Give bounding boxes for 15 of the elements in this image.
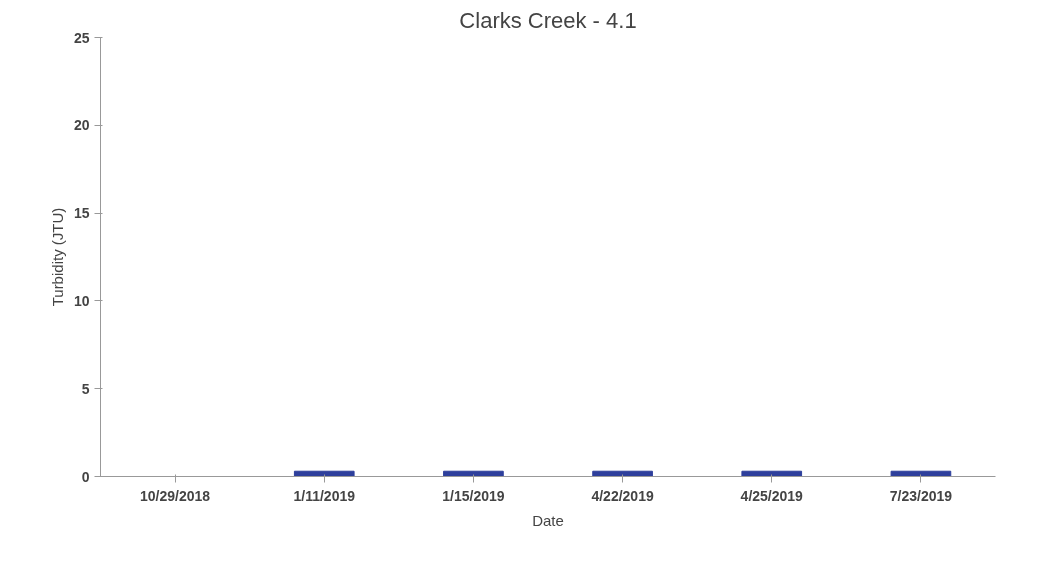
chart-title: Clarks Creek - 4.1 — [459, 7, 637, 33]
y-tick-label: 15 — [73, 205, 90, 222]
y-tick-label: 25 — [73, 29, 90, 46]
x-tick-label: 7/23/2019 — [889, 487, 953, 504]
x-axis-title: Date — [532, 511, 564, 529]
x-tick-label: 4/22/2019 — [591, 487, 654, 504]
y-axis-title: Turbidity (JTU) — [48, 207, 66, 307]
y-tick-label: 5 — [81, 380, 90, 397]
y-tick-label: 0 — [81, 468, 90, 485]
x-tick-label: 4/25/2019 — [740, 487, 804, 504]
x-tick-label: 10/29/2018 — [140, 487, 211, 504]
y-tick-label: 20 — [73, 117, 90, 134]
y-tick-label: 10 — [73, 292, 90, 309]
x-tick-label: 1/15/2019 — [442, 487, 505, 504]
x-tick-label: 1/11/2019 — [293, 487, 356, 504]
